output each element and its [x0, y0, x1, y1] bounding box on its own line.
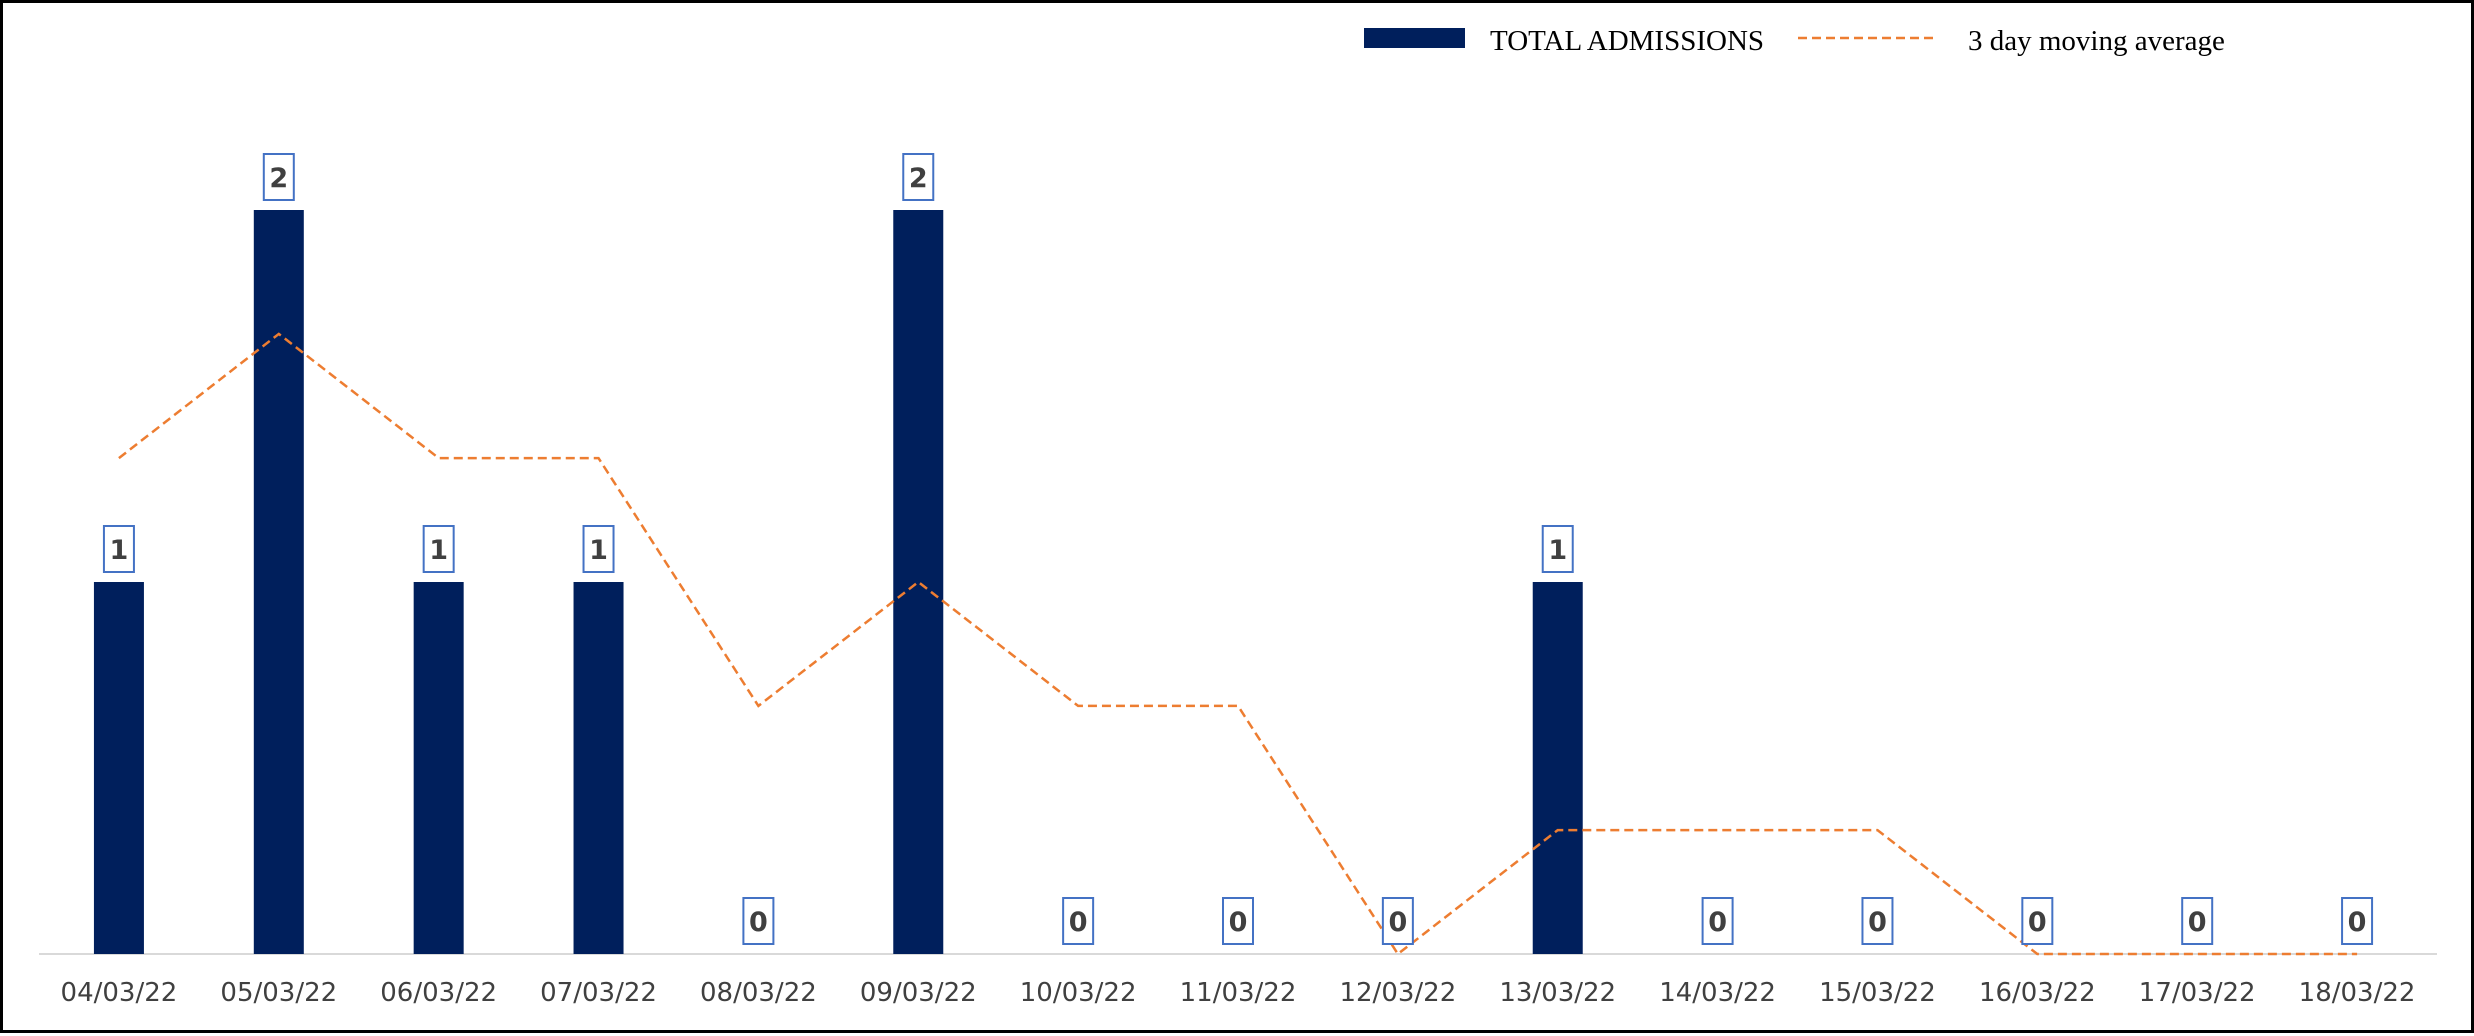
data-label-07/03/22: 1: [582, 525, 615, 573]
x-tick-label: 18/03/22: [2299, 978, 2416, 1008]
data-labels: 1 2 1 1 0 2 0 0 0 1 0 0 0 0 0: [102, 153, 2374, 945]
x-tick-label: 10/03/22: [1020, 978, 1137, 1008]
bar-05/03/22: [253, 210, 304, 954]
bar-series-total-admissions: [93, 210, 1583, 954]
data-label-13/03/22: 1: [1541, 525, 1574, 573]
x-tick-label: 09/03/22: [860, 978, 977, 1008]
x-axis-tick-labels: 04/03/22 05/03/22 06/03/22 07/03/22 08/03/22…: [61, 978, 2416, 1008]
data-label-11/03/22: 0: [1222, 897, 1254, 945]
data-label-06/03/22: 1: [422, 525, 455, 573]
x-tick-label: 08/03/22: [700, 978, 817, 1008]
bar-06/03/22: [413, 582, 464, 954]
data-label-text: 1: [1548, 535, 1567, 566]
data-label-16/03/22: 0: [2021, 897, 2054, 945]
data-label-15/03/22: 0: [1861, 897, 1894, 945]
x-tick-label: 17/03/22: [2139, 978, 2256, 1008]
data-label-text: 1: [110, 535, 129, 566]
bar-04/03/22: [93, 582, 144, 954]
legend-label-total-admissions: TOTAL ADMISSIONS: [1490, 25, 1764, 57]
x-tick-label: 13/03/22: [1499, 978, 1616, 1008]
x-tick-label: 11/03/22: [1180, 978, 1297, 1008]
data-label-14/03/22: 0: [1701, 897, 1734, 945]
legend-label-moving-average: 3 day moving average: [1968, 25, 2225, 57]
x-tick-label: 06/03/22: [380, 978, 497, 1008]
data-label-text: 2: [909, 163, 928, 194]
data-label-text: 0: [2188, 907, 2207, 938]
data-label-10/03/22: 0: [1062, 897, 1095, 945]
x-tick-label: 15/03/22: [1819, 978, 1936, 1008]
data-label-text: 0: [1229, 907, 1248, 938]
data-label-text: 2: [269, 163, 288, 194]
data-label-text: 0: [749, 907, 768, 938]
x-tick-label: 14/03/22: [1659, 978, 1776, 1008]
data-label-08/03/22: 0: [742, 897, 775, 945]
data-label-text: 0: [1868, 907, 1887, 938]
data-label-text: 0: [1388, 907, 1407, 938]
data-label-text: 0: [1069, 907, 1088, 938]
x-tick-label: 04/03/22: [61, 978, 178, 1008]
bar-13/03/22: [1532, 582, 1583, 954]
bar-09/03/22: [893, 210, 944, 954]
legend: TOTAL ADMISSIONS 3 day moving average: [1364, 25, 2225, 57]
x-tick-label: 12/03/22: [1339, 978, 1456, 1008]
data-label-05/03/22: 2: [262, 153, 295, 201]
data-label-12/03/22: 0: [1381, 897, 1414, 945]
x-tick-label: 05/03/22: [220, 978, 337, 1008]
data-label-04/03/22: 1: [102, 525, 135, 573]
data-label-17/03/22: 0: [2181, 897, 2214, 945]
data-label-18/03/22: 0: [2341, 897, 2374, 945]
data-label-text: 1: [589, 535, 608, 566]
legend-swatch-total-admissions: [1364, 28, 1465, 48]
data-label-text: 0: [1708, 907, 1727, 938]
x-tick-label: 16/03/22: [1979, 978, 2096, 1008]
bar-07/03/22: [573, 582, 624, 954]
data-label-text: 1: [429, 535, 448, 566]
x-tick-label: 07/03/22: [540, 978, 657, 1008]
admissions-chart: TOTAL ADMISSIONS 3 day moving average 12…: [39, 25, 2437, 1008]
data-label-09/03/22: 2: [902, 153, 935, 201]
data-label-text: 0: [2348, 907, 2367, 938]
data-label-text: 0: [2028, 907, 2047, 938]
